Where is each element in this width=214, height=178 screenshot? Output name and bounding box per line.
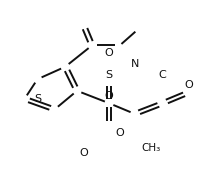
- Text: C: C: [159, 70, 166, 80]
- Text: O: O: [105, 91, 113, 101]
- Text: O: O: [105, 48, 113, 58]
- Text: O: O: [79, 148, 88, 158]
- Text: O: O: [184, 80, 193, 90]
- Text: CH₃: CH₃: [141, 143, 160, 153]
- Text: N: N: [131, 59, 139, 69]
- Text: S: S: [106, 70, 113, 80]
- Text: S: S: [34, 94, 41, 104]
- Text: O: O: [116, 128, 124, 138]
